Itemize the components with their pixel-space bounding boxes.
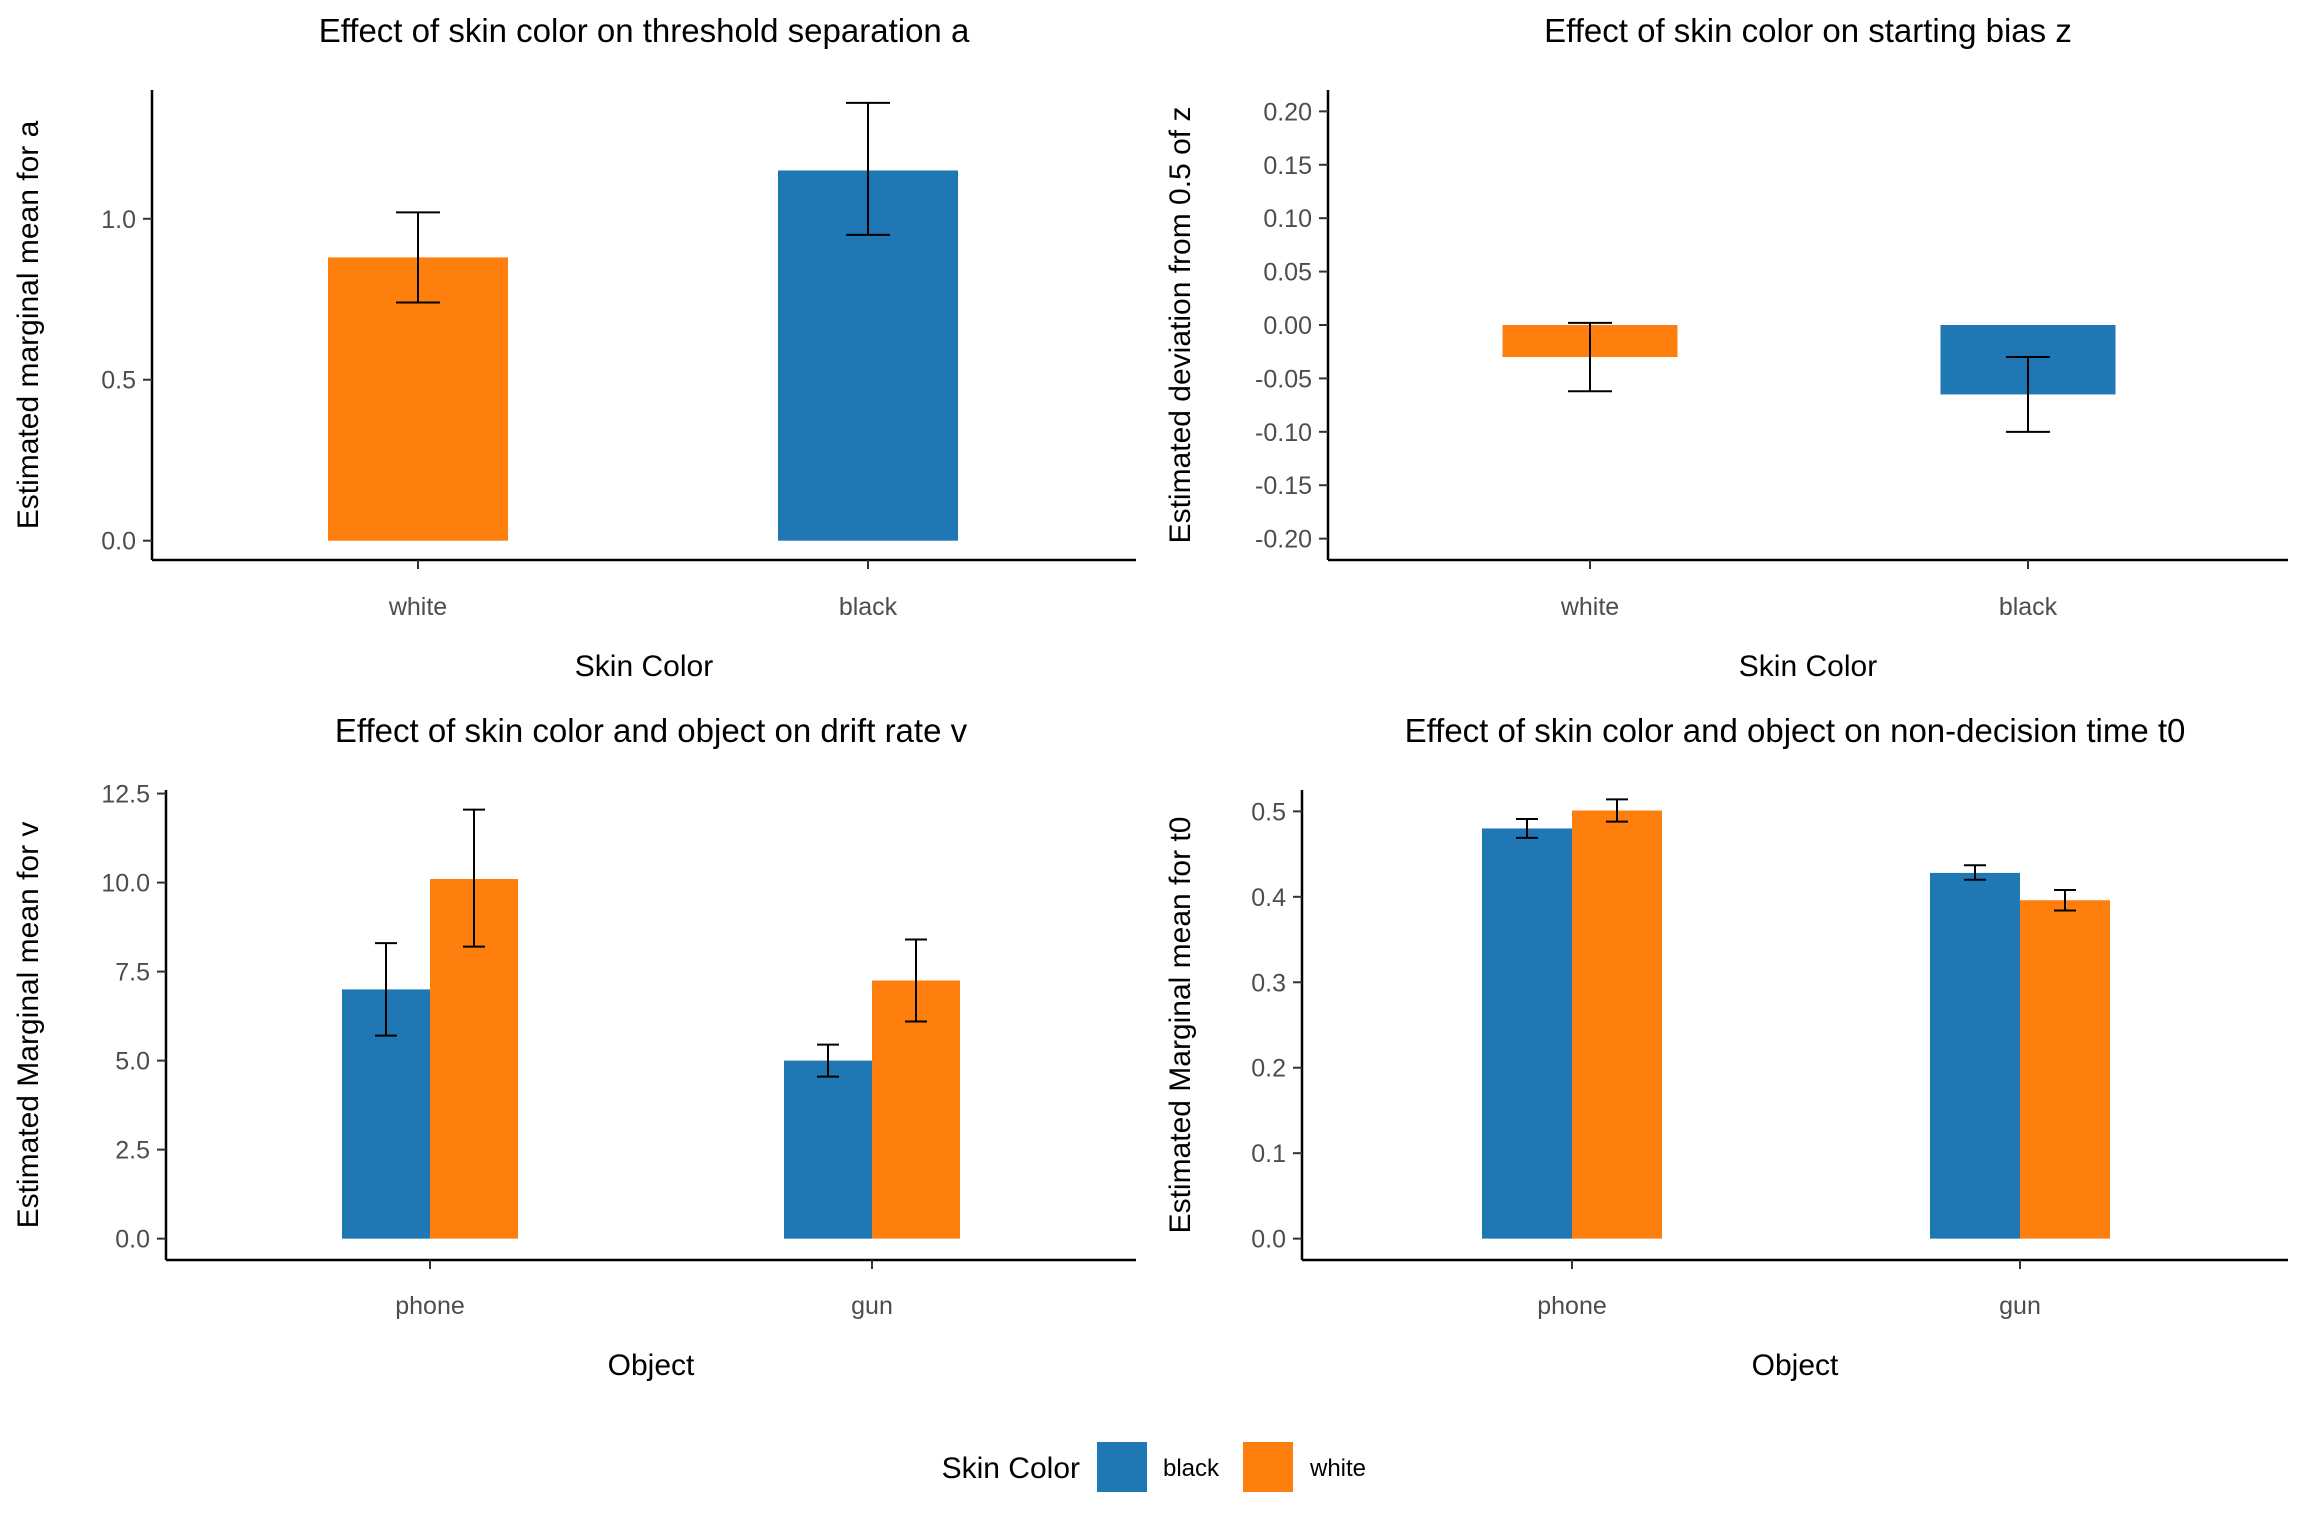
y-axis-label: Estimated deviation from 0.5 of z [1164,107,1197,544]
chart-title: Effect of skin color and object on drift… [335,712,968,749]
bar-gun-black [1930,872,2020,1239]
x-axis-label: Skin Color [575,650,713,683]
y-tick-label: 1.0 [101,206,136,234]
panel-4: Effect of skin color and object on non-d… [1164,712,2288,1382]
bar-gun-black [784,1060,872,1239]
x-tick-label: gun [1999,1292,2041,1320]
y-tick-label: 10.0 [101,870,150,898]
chart-title: Effect of skin color on threshold separa… [319,12,970,49]
legend-label-black: black [1163,1455,1220,1482]
y-tick-label: 0.3 [1251,969,1286,997]
y-tick-label: 0.5 [1251,798,1286,826]
y-tick-label: 0.0 [1251,1226,1286,1254]
x-tick-label: gun [851,1292,893,1320]
y-tick-label: -0.05 [1255,365,1312,393]
y-tick-label: 0.05 [1263,259,1312,287]
y-axis-label: Estimated Marginal mean for t0 [1164,817,1197,1234]
y-tick-label: 0.15 [1263,152,1312,180]
bar-phone-black [1482,828,1572,1239]
y-tick-label: 0.00 [1263,312,1312,340]
x-tick-label: black [839,593,898,621]
y-tick-label: 0.5 [101,367,136,395]
x-tick-label: white [1560,593,1619,621]
panel-1: Effect of skin color on threshold separa… [12,12,1136,683]
legend-label-white: white [1309,1455,1366,1482]
y-tick-label: 0.20 [1263,98,1312,126]
x-tick-label: black [1999,593,2058,621]
bar-gun-white [872,980,960,1239]
x-axis-label: Object [608,1349,695,1382]
y-tick-label: 12.5 [101,781,150,809]
y-axis-label: Estimated marginal mean for a [12,120,45,529]
chart-title: Effect of skin color on starting bias z [1544,12,2072,49]
y-tick-label: 0.4 [1251,884,1286,912]
y-tick-label: -0.15 [1255,472,1312,500]
bar-phone-white [1572,810,1662,1239]
legend-key-white [1243,1442,1293,1492]
panel-2: Effect of skin color on starting bias z -… [1164,12,2288,683]
y-tick-label: -0.10 [1255,419,1312,447]
x-axis-label: Skin Color [1739,650,1877,683]
bar-gun-white [2020,900,2110,1239]
y-tick-label: 7.5 [115,959,150,987]
y-tick-label: 0.1 [1251,1140,1286,1168]
x-tick-label: phone [1537,1292,1607,1320]
y-tick-label: -0.20 [1255,526,1312,554]
y-tick-label: 0.10 [1263,205,1312,233]
chart-panels: Effect of skin color on threshold separa… [12,12,2288,1382]
y-axis-label: Estimated Marginal mean for v [12,822,45,1229]
x-axis-label: Object [1752,1349,1839,1382]
y-tick-label: 5.0 [115,1048,150,1076]
legend: Skin Color black white [942,1442,1366,1492]
y-tick-label: 0.0 [101,528,136,556]
bar-white [328,257,508,541]
y-tick-label: 0.0 [115,1226,150,1254]
legend-title: Skin Color [942,1452,1080,1485]
chart-title: Effect of skin color and object on non-d… [1405,712,2186,749]
legend-key-black [1097,1442,1147,1492]
x-tick-label: phone [395,1292,465,1320]
y-tick-label: 0.2 [1251,1055,1286,1083]
x-tick-label: white [388,593,447,621]
y-tick-label: 2.5 [115,1137,150,1165]
panel-3: Effect of skin color and object on drift… [12,712,1136,1382]
